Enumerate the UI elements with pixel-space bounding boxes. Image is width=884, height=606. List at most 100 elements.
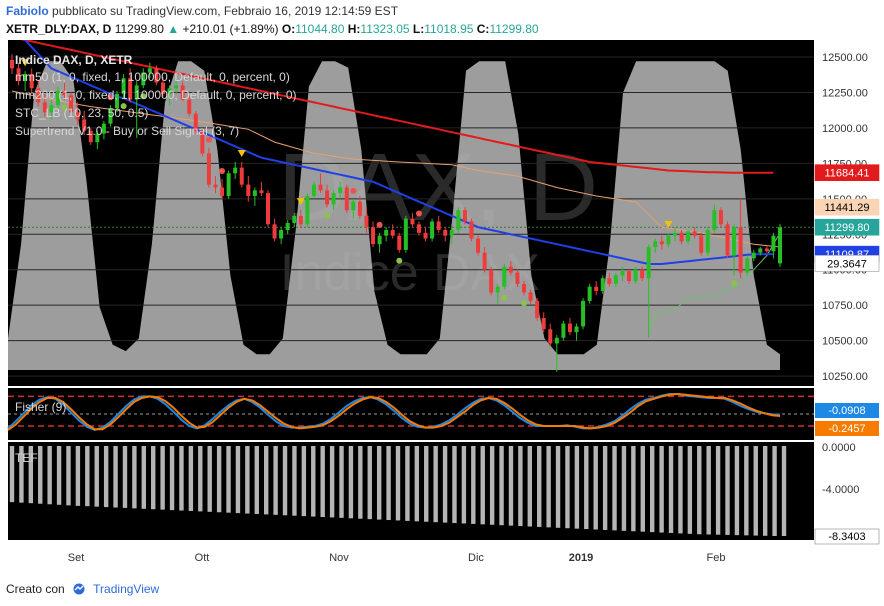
candle (193, 110, 198, 134)
candle (482, 247, 487, 273)
tef-bar (47, 446, 52, 505)
tef-label[interactable]: TEF (15, 451, 38, 465)
candle-body (522, 283, 526, 293)
candle-body (69, 95, 74, 113)
chart-area[interactable]: DAX, D Indice DAX Indice DAX, D, XETR mm… (0, 40, 884, 574)
open-label: O: (281, 22, 296, 36)
candles[interactable] (10, 54, 782, 372)
tef-bar (179, 446, 184, 511)
low-label: L: (412, 22, 425, 36)
price-axis[interactable]: 12500.0012250.0012000.0011750.0011500.00… (822, 52, 868, 383)
tef-bar (621, 446, 627, 531)
buy-dot-marker (731, 280, 738, 287)
author-name[interactable]: Fabiolo (6, 4, 49, 18)
sell-dot-marker (107, 94, 114, 101)
price-tick-label: 12500.00 (822, 52, 868, 64)
ma200-path (20, 40, 774, 174)
tef-bar (376, 446, 382, 520)
candle-body (180, 85, 185, 100)
tef-bar (113, 446, 118, 508)
candle-body (692, 231, 697, 236)
time-axis[interactable]: Set Ott Nov Dic 2019 Feb (68, 552, 726, 564)
fisher-label[interactable]: Fisher (9) (15, 400, 66, 414)
candle (200, 127, 205, 157)
candle-body (745, 258, 750, 273)
candle-body (213, 184, 218, 188)
tef-bar (405, 446, 410, 521)
candle-body (154, 68, 159, 83)
candle-body (305, 195, 310, 225)
candle (292, 213, 297, 228)
candle-body (285, 222, 290, 231)
candle (62, 82, 67, 100)
candle (213, 176, 218, 194)
candle-body (627, 271, 632, 282)
candle-body (82, 119, 87, 131)
tef-bar (188, 446, 194, 511)
price-tag (814, 255, 880, 272)
candle-body (259, 190, 264, 194)
candle-body (581, 300, 586, 327)
candle (469, 218, 474, 242)
candle (489, 266, 494, 296)
candle-body (101, 123, 106, 134)
tef-bar (697, 446, 702, 535)
sell-dot-marker (219, 167, 226, 174)
candle-body (423, 232, 428, 239)
tradingview-brand[interactable]: TradingView (93, 582, 160, 596)
candle-body (489, 269, 494, 293)
tef-bar (593, 446, 598, 530)
candle (272, 218, 277, 242)
candle-body (167, 88, 172, 94)
candle-body (653, 241, 658, 248)
tef-bar (762, 446, 768, 536)
candle-body (640, 269, 645, 279)
fisher-orange-tag (815, 421, 879, 436)
candle (751, 249, 756, 262)
candle (285, 220, 290, 235)
buy-dot-marker (324, 212, 331, 219)
candle (653, 238, 658, 253)
candle (771, 232, 776, 259)
candle-body (390, 230, 395, 236)
candle (476, 235, 481, 256)
legend-item-mm200[interactable]: mm200 (1, 0, fixed, 1, 100000, Default, … (15, 88, 297, 102)
candle (725, 221, 730, 259)
candle-body (62, 91, 67, 96)
candle (502, 264, 507, 290)
credit-line: Creato con TradingView (6, 582, 159, 596)
candle-body (764, 248, 769, 252)
tef-bar (367, 446, 372, 520)
candle-body (377, 235, 382, 245)
candle (351, 198, 356, 219)
legend-item-supertrend[interactable]: Supertrend V1.0 - Buy or Sell Signal (3,… (15, 124, 239, 138)
candle (594, 281, 599, 296)
candle-body (436, 221, 441, 231)
tef-bar (226, 446, 231, 513)
tef-bar (414, 446, 420, 522)
candle (167, 85, 172, 106)
tef-bar (122, 446, 128, 508)
candle-body (469, 221, 474, 239)
candle-body (311, 184, 316, 196)
sell-triangle-marker (296, 198, 305, 206)
candle-body (482, 252, 487, 270)
candle (154, 65, 159, 86)
tef-bar (292, 446, 297, 516)
candle (528, 289, 533, 304)
candle (554, 334, 559, 372)
tef-bar (781, 446, 787, 536)
buy-dot-marker (120, 103, 127, 110)
price-tick-label: 10500.00 (822, 336, 868, 348)
candle-body (778, 227, 782, 264)
chart-header: Fabiolo pubblicato su TradingView.com, F… (0, 0, 884, 40)
tef-bar (245, 446, 250, 514)
tef-pane[interactable] (8, 442, 814, 540)
legend-item-stc[interactable]: STC_LB (10, 23, 50, 0.5) (15, 106, 148, 120)
time-tick-label: Ott (195, 552, 210, 564)
tef-bar (753, 446, 758, 536)
tef-bar (631, 446, 636, 532)
legend-item-mm50[interactable]: mm50 (1, 0, fixed, 1, 100000, Default, 0… (15, 70, 290, 84)
fisher-blue-value: -0.0908 (828, 405, 865, 417)
candle-body (699, 235, 704, 253)
